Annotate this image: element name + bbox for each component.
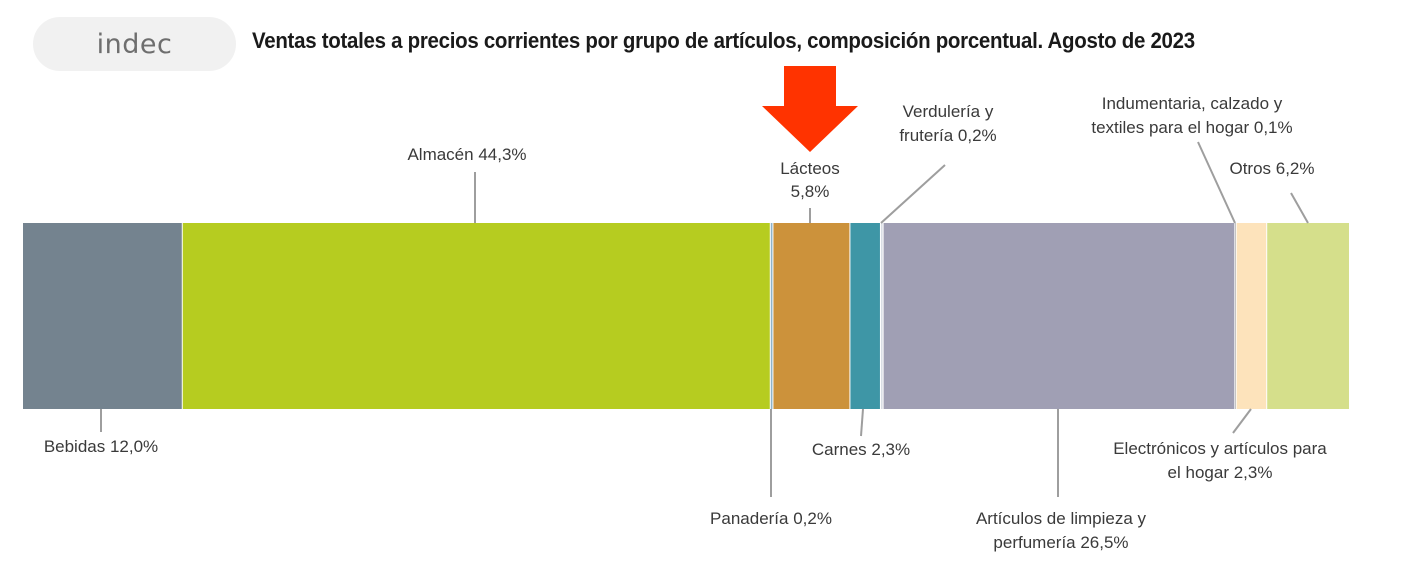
data-label-line: Almacén 44,3%	[407, 145, 526, 164]
leader-line-carnes	[860, 408, 864, 437]
data-label-panaderia: Panadería 0,2%	[710, 509, 832, 528]
data-label-line: Indumentaria, calzado y	[1102, 94, 1283, 113]
data-label-line: Bebidas 12,0%	[44, 437, 158, 456]
bar-segment-electronicos-y-articulos-para-el-hogar	[1236, 223, 1267, 409]
bar-segment-panaderia	[770, 223, 773, 409]
data-label-almacen: Almacén 44,3%	[407, 145, 526, 164]
logo-badge: indec	[33, 17, 236, 71]
data-label-line: textiles para el hogar 0,1%	[1091, 118, 1292, 137]
logo-text: indec	[96, 28, 173, 60]
data-label-line: 5,8%	[791, 182, 830, 201]
data-label-indumentaria-calzado-y-textiles-para-el-hogar: Indumentaria, calzado y textiles para el …	[1091, 94, 1292, 137]
data-label-line: Verdulería y	[903, 102, 994, 121]
leader-line-indumentaria-calzado-y-textiles-para-el-hogar	[1197, 141, 1236, 224]
leader-line-otros	[1290, 192, 1309, 224]
data-label-articulos-de-limpieza-y-perfumeria: Artículos de limpieza y perfumería 26,5%	[976, 509, 1147, 552]
leader-line-electronicos-y-articulos-para-el-hogar	[1232, 408, 1252, 434]
data-label-carnes: Carnes 2,3%	[812, 440, 910, 459]
data-label-otros: Otros 6,2%	[1229, 159, 1314, 178]
data-label-electronicos-y-articulos-para-el-hogar: Electrónicos y artículos para el hogar 2,…	[1113, 439, 1327, 482]
data-label-verduleria-y-fruteria: Verdulería y frutería 0,2%	[899, 102, 996, 145]
leader-line-verduleria-y-fruteria	[880, 164, 946, 224]
bar-segment-verduleria-y-fruteria	[880, 223, 884, 409]
data-label-line: el hogar 2,3%	[1168, 463, 1273, 482]
data-label-line: perfumería 26,5%	[993, 533, 1128, 552]
data-label-line: Carnes 2,3%	[812, 440, 910, 459]
data-label-line: Panadería 0,2%	[710, 509, 832, 528]
data-label-bebidas: Bebidas 12,0%	[44, 437, 158, 456]
bar-segment-indumentaria-calzado-y-textiles-para-el-hogar	[1234, 223, 1237, 409]
chart-title: Ventas totales a precios corrientes por …	[252, 28, 1195, 53]
bar-segment-bebidas	[23, 223, 183, 409]
bar-segment-otros	[1266, 223, 1349, 409]
data-label-line: Otros 6,2%	[1229, 159, 1314, 178]
data-label-line: Artículos de limpieza y	[976, 509, 1147, 528]
data-label-line: Lácteos	[780, 159, 840, 178]
highlight-arrow-icon	[762, 66, 858, 152]
data-label-line: Electrónicos y artículos para	[1113, 439, 1327, 458]
data-label-lacteos: Lácteos 5,8%	[780, 159, 840, 201]
bar-segment-lacteos	[772, 223, 850, 409]
bar-segment-articulos-de-limpieza-y-perfumeria	[883, 223, 1235, 409]
data-label-line: frutería 0,2%	[899, 126, 996, 145]
bar-segment-carnes	[849, 223, 881, 409]
bar-segment-almacen	[182, 223, 771, 409]
